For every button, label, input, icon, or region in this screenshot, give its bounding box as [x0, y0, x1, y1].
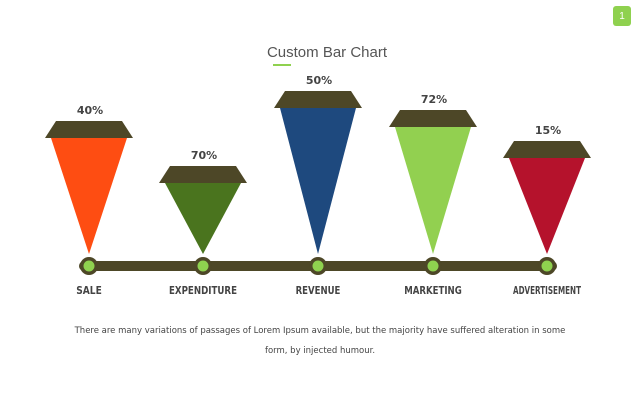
category-label-advertisement: ADVERTISEMENT — [513, 284, 581, 297]
chart-caption: There are many variations of passages of… — [74, 326, 566, 356]
category-label-revenue: REVENUE — [296, 284, 341, 297]
category-label-marketing: MARKETING — [404, 284, 462, 297]
bar-funnel-advertisement — [509, 158, 585, 254]
axis-node-dot-advertisement — [541, 260, 553, 272]
bar-funnel-marketing — [395, 127, 471, 254]
page-number-badge: 1 — [613, 6, 631, 26]
bar-cap-marketing — [389, 110, 477, 127]
bar-cap-advertisement — [503, 141, 591, 158]
bar-cap-sale — [45, 121, 133, 138]
data-label-sale: 40% — [77, 104, 103, 117]
axis-node-dot-sale — [83, 260, 95, 272]
axis-node-dot-expenditure — [197, 260, 209, 272]
data-label-marketing: 72% — [421, 93, 447, 106]
category-label-expenditure: EXPENDITURE — [169, 284, 237, 297]
data-label-expenditure: 70% — [191, 149, 217, 162]
data-label-revenue: 50% — [306, 74, 332, 87]
axis-node-dot-marketing — [427, 260, 439, 272]
bar-cap-expenditure — [159, 166, 247, 183]
custom-bar-chart: 40% SALE 70% EXPENDITURE 50% REVENUE 72% MARKET… — [45, 74, 591, 297]
title-underline — [273, 64, 291, 66]
bar-funnel-expenditure — [165, 183, 241, 254]
chart-title: Custom Bar Chart — [266, 44, 388, 61]
axis-node-dot-revenue — [312, 260, 324, 272]
bar-cap-revenue — [274, 91, 362, 108]
data-label-advertisement: 15% — [535, 124, 561, 137]
bar-funnel-revenue — [280, 108, 356, 254]
bar-funnel-sale — [51, 138, 127, 254]
category-label-sale: SALE — [76, 284, 102, 297]
